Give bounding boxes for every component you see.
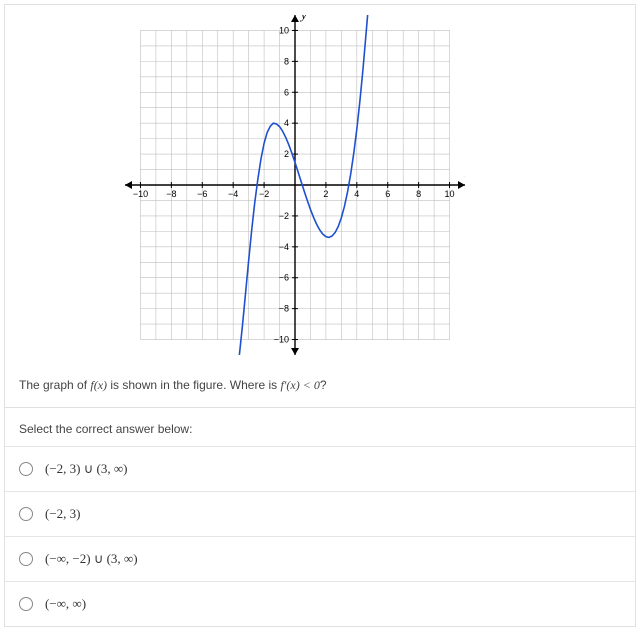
option-label: (−2, 3) — [45, 506, 81, 522]
radio-icon — [19, 507, 33, 521]
option-label: (−2, 3) ∪ (3, ∞) — [45, 461, 127, 477]
svg-text:10: 10 — [279, 25, 289, 35]
question-text: The graph of f(x) is shown in the figure… — [5, 368, 635, 408]
q-fx: f(x) — [90, 378, 107, 392]
question-card: −10 −10 −8 −8 −6 −6 −4 −4 −2 −2 2 2 4 4 6 6 8 8 10 10 x y The… — [4, 4, 636, 627]
svg-text:8: 8 — [416, 189, 421, 199]
option-2[interactable]: (−2, 3) — [5, 491, 635, 536]
option-3[interactable]: (−∞, −2) ∪ (3, ∞) — [5, 536, 635, 581]
option-1[interactable]: (−2, 3) ∪ (3, ∞) — [5, 446, 635, 491]
svg-text:−6: −6 — [279, 273, 289, 283]
svg-text:6: 6 — [385, 189, 390, 199]
svg-text:−10: −10 — [133, 189, 148, 199]
radio-icon — [19, 462, 33, 476]
q-part-1: The graph of — [19, 378, 90, 392]
svg-text:2: 2 — [284, 149, 289, 159]
instruction-text: Select the correct answer below: — [5, 408, 635, 446]
svg-text:8: 8 — [284, 56, 289, 66]
svg-text:−2: −2 — [259, 189, 269, 199]
svg-text:−4: −4 — [228, 189, 238, 199]
option-label: (−∞, ∞) — [45, 596, 86, 612]
svg-text:−2: −2 — [279, 211, 289, 221]
q-fpx: f′(x) < 0 — [280, 378, 319, 392]
radio-icon — [19, 552, 33, 566]
svg-text:y: y — [299, 15, 307, 22]
function-graph: −10 −10 −8 −8 −6 −6 −4 −4 −2 −2 2 2 4 4 6 6 8 8 10 10 x y — [125, 15, 465, 355]
svg-text:−6: −6 — [197, 189, 207, 199]
svg-text:−8: −8 — [166, 189, 176, 199]
svg-text:6: 6 — [284, 87, 289, 97]
graph-area: −10 −10 −8 −8 −6 −6 −4 −4 −2 −2 2 2 4 4 6 6 8 8 10 10 x y — [5, 5, 635, 368]
svg-text:x: x — [464, 165, 465, 180]
radio-icon — [19, 597, 33, 611]
svg-text:2: 2 — [323, 189, 328, 199]
svg-text:−10: −10 — [274, 335, 289, 345]
q-part-2: is shown in the figure. Where is — [107, 378, 280, 392]
option-4[interactable]: (−∞, ∞) — [5, 581, 635, 626]
svg-text:10: 10 — [445, 189, 455, 199]
option-label: (−∞, −2) ∪ (3, ∞) — [45, 551, 138, 567]
q-part-3: ? — [320, 378, 327, 392]
svg-text:−4: −4 — [279, 242, 289, 252]
svg-text:−8: −8 — [279, 304, 289, 314]
svg-text:4: 4 — [284, 118, 289, 128]
svg-text:4: 4 — [354, 189, 359, 199]
